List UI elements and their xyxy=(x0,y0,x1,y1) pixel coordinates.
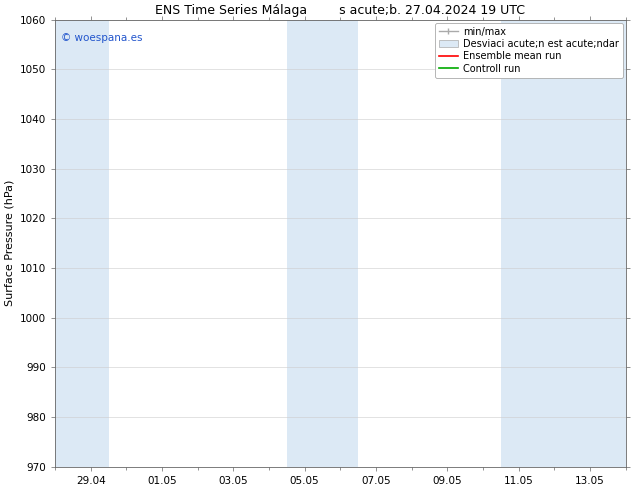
Title: ENS Time Series Málaga        s acute;b. 27.04.2024 19 UTC: ENS Time Series Málaga s acute;b. 27.04.… xyxy=(155,4,526,17)
Bar xyxy=(55,20,108,467)
Y-axis label: Surface Pressure (hPa): Surface Pressure (hPa) xyxy=(4,180,14,306)
Legend: min/max, Desviaci acute;n est acute;ndar, Ensemble mean run, Controll run: min/max, Desviaci acute;n est acute;ndar… xyxy=(435,23,623,78)
Bar xyxy=(501,20,626,467)
Bar xyxy=(287,20,358,467)
Text: © woespana.es: © woespana.es xyxy=(61,33,142,43)
